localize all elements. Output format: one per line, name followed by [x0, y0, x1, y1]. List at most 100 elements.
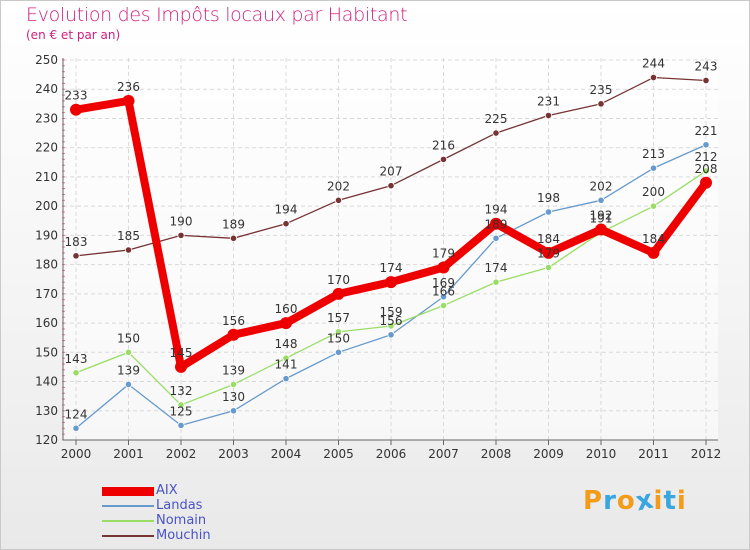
data-label-mouchin: 244 — [642, 57, 665, 71]
x-tick-label: 2000 — [61, 447, 92, 461]
x-tick-label: 2008 — [481, 447, 512, 461]
x-tick-label: 2001 — [113, 447, 144, 461]
data-label-mouchin: 202 — [327, 179, 350, 193]
data-label-nomain: 150 — [117, 331, 140, 345]
data-label-aix: 194 — [485, 203, 508, 217]
legend-item-mouchin: Mouchin — [102, 528, 302, 544]
data-point-landas — [649, 164, 658, 172]
data-label-aix: 174 — [380, 261, 403, 275]
data-point-landas — [334, 348, 343, 356]
data-point-landas — [124, 380, 133, 389]
data-label-landas: 169 — [432, 276, 455, 290]
data-label-mouchin: 194 — [275, 203, 298, 217]
data-label-aix: 160 — [275, 302, 298, 316]
y-tick-label: 120 — [35, 433, 58, 447]
data-point-aix — [385, 276, 397, 289]
y-tick-label: 180 — [35, 258, 58, 272]
legend-item-nomain: Nomain — [102, 513, 302, 529]
proxiti-logo: Proxiti — [583, 484, 687, 517]
data-label-nomain: 143 — [65, 352, 88, 366]
data-label-landas: 150 — [327, 331, 350, 345]
data-point-landas — [439, 293, 448, 301]
y-tick-label: 200 — [35, 199, 58, 213]
data-label-landas: 202 — [590, 179, 613, 193]
data-point-aix — [227, 328, 240, 341]
y-tick-label: 190 — [35, 228, 58, 242]
x-tick-label: 2006 — [376, 447, 407, 461]
data-label-mouchin: 189 — [222, 217, 245, 231]
data-label-landas: 130 — [222, 390, 245, 404]
data-point-mouchin — [387, 182, 395, 190]
chart-subtitle: (en € et par an) — [26, 28, 121, 42]
data-point-mouchin — [597, 100, 605, 108]
data-point-nomain — [72, 369, 80, 377]
data-point-nomain — [124, 348, 133, 356]
data-label-landas: 125 — [170, 404, 193, 418]
data-point-mouchin — [544, 111, 553, 120]
data-label-nomain: 157 — [327, 311, 350, 325]
data-point-mouchin — [649, 73, 658, 82]
data-label-aix: 184 — [537, 232, 560, 246]
data-point-landas — [282, 375, 290, 383]
data-label-landas: 124 — [65, 407, 88, 421]
data-point-nomain — [282, 354, 290, 362]
data-point-mouchin — [124, 246, 133, 254]
y-tick-label: 220 — [35, 141, 58, 155]
data-point-landas — [492, 234, 500, 242]
data-label-mouchin: 207 — [380, 165, 403, 179]
y-tick-label: 150 — [35, 345, 58, 359]
data-label-aix: 236 — [117, 80, 140, 94]
data-label-mouchin: 183 — [65, 235, 88, 249]
legend-swatch — [102, 520, 154, 522]
data-label-mouchin: 225 — [485, 112, 508, 126]
legend-item-aix: AIX — [102, 483, 302, 499]
data-label-nomain: 139 — [222, 363, 245, 377]
data-label-landas: 213 — [642, 147, 665, 161]
x-tick-label: 2011 — [638, 447, 669, 461]
data-point-aix — [490, 217, 502, 230]
logo-letter: t — [663, 486, 677, 516]
x-tick-label: 2003 — [218, 447, 249, 461]
data-label-landas: 221 — [695, 124, 718, 138]
data-point-aix — [175, 360, 187, 373]
data-label-mouchin: 190 — [170, 214, 193, 228]
data-point-nomain — [229, 380, 238, 389]
y-tick-label: 250 — [35, 53, 58, 67]
data-point-nomain — [387, 322, 395, 330]
data-label-aix: 192 — [590, 209, 613, 223]
logo-letter: P — [583, 486, 604, 516]
x-tick-label: 2002 — [166, 447, 197, 461]
data-point-landas — [72, 424, 80, 432]
legend-swatch — [102, 486, 154, 496]
data-point-mouchin — [177, 231, 185, 239]
data-label-mouchin: 235 — [590, 83, 613, 97]
data-label-aix: 208 — [695, 162, 718, 176]
data-point-mouchin — [282, 220, 290, 228]
data-label-mouchin: 243 — [695, 59, 718, 73]
data-point-mouchin — [439, 155, 448, 163]
y-tick-label: 140 — [35, 375, 58, 389]
data-point-landas — [597, 196, 605, 204]
data-label-nomain: 191 — [590, 211, 613, 225]
data-label-aix: 233 — [65, 89, 88, 103]
data-point-aix — [542, 246, 555, 259]
data-label-nomain: 148 — [275, 337, 298, 351]
data-point-nomain — [492, 278, 500, 286]
data-point-landas — [702, 141, 710, 149]
data-point-landas — [229, 407, 238, 415]
data-point-nomain — [334, 328, 343, 336]
legend-item-landas: Landas — [102, 498, 302, 514]
x-tick-label: 2012 — [691, 447, 722, 461]
x-tick-label: 2007 — [428, 447, 459, 461]
data-point-mouchin — [702, 76, 710, 85]
logo-letter: i — [653, 486, 664, 516]
data-label-nomain: 179 — [537, 247, 560, 261]
x-tick-label: 2004 — [271, 447, 302, 461]
data-label-mouchin: 185 — [117, 229, 140, 243]
y-tick-label: 210 — [35, 170, 58, 184]
legend-swatch — [102, 535, 154, 537]
chart-legend: AIX Landas Nomain Mouchin — [102, 483, 302, 544]
legend-swatch — [102, 505, 154, 507]
legend-label: AIX — [156, 483, 178, 498]
